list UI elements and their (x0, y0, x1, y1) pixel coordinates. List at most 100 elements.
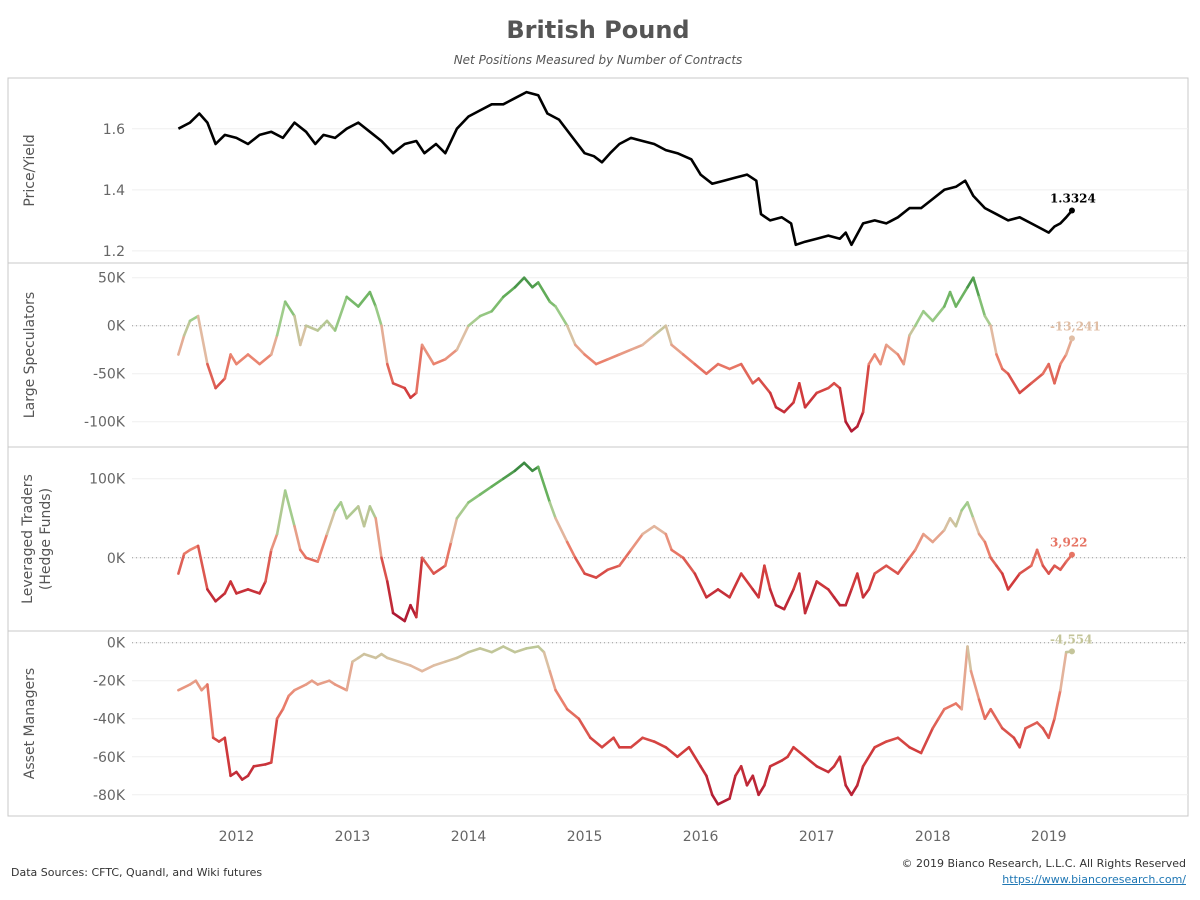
series-segment (522, 276, 534, 289)
series-segment (751, 774, 760, 797)
series-segment (513, 461, 526, 473)
series-segment (513, 276, 526, 289)
series-segment (432, 660, 447, 667)
series-segment (908, 745, 923, 755)
series-segment (391, 381, 407, 390)
series-segment (670, 343, 685, 356)
series-segment (275, 300, 287, 337)
series-segment (214, 377, 227, 390)
series-segment (652, 740, 668, 749)
series-segment (206, 362, 217, 390)
series-segment (983, 707, 993, 721)
series-segment (177, 333, 186, 356)
series-segment (420, 556, 436, 575)
series-segment (989, 707, 1004, 730)
series-segment (838, 386, 848, 424)
series-segment (455, 501, 470, 520)
series-segment (705, 588, 720, 599)
series-segment (455, 324, 470, 352)
series-segment (867, 572, 877, 591)
series-segment (333, 295, 349, 332)
y-tick-label: -40K (93, 712, 126, 728)
series-segment (728, 362, 743, 371)
series-segment (235, 353, 250, 366)
series-segment (223, 353, 232, 380)
series-segment (1006, 372, 1022, 395)
last-point-marker (1068, 551, 1075, 558)
series-segment (971, 516, 981, 536)
series-segment (235, 770, 244, 781)
x-tick-label: 2017 (799, 829, 835, 845)
series-segment (281, 694, 291, 711)
last-point-marker (1068, 335, 1075, 342)
series-segment (252, 763, 267, 768)
series-large-speculators (177, 276, 1074, 433)
series-segment (710, 793, 720, 806)
series-segment (196, 314, 209, 366)
series-segment (196, 544, 209, 591)
series-segment (728, 572, 743, 599)
x-tick-label: 2018 (915, 829, 951, 845)
series-segment (206, 683, 215, 740)
series-segment (467, 314, 482, 328)
y-tick-label: -20K (93, 674, 126, 690)
series-segment (432, 564, 447, 575)
series-segment (455, 650, 470, 660)
series-segment (333, 683, 349, 692)
series-segment (536, 465, 552, 504)
series-segment (763, 564, 772, 591)
series-segment (525, 645, 540, 650)
panel-border (7, 262, 1189, 448)
y-tick-label: 50K (98, 271, 126, 287)
series-segment (188, 314, 200, 323)
series-segment (815, 580, 830, 591)
series-segment (792, 572, 801, 591)
y-tick-label: 100K (89, 472, 126, 488)
x-tick-label: 2015 (567, 829, 603, 845)
series-segment (1047, 717, 1056, 740)
website-link[interactable]: https://www.biancoresearch.com/ (1002, 873, 1186, 886)
series-segment (573, 556, 586, 575)
y-axis-label: Large Speculators (22, 292, 38, 418)
series-segment (325, 508, 337, 536)
series-segment (908, 548, 917, 560)
series-segment (1030, 548, 1039, 568)
series-segment (380, 324, 389, 366)
series-segment (548, 501, 557, 520)
y-tick-label: 1.6 (103, 122, 125, 138)
series-segment (490, 477, 505, 488)
series-segment (385, 362, 395, 385)
series-segment (757, 564, 766, 599)
series-segment (1047, 362, 1056, 385)
series-segment (554, 688, 569, 711)
series-segment (345, 660, 354, 692)
series-segment (803, 755, 819, 768)
series-segment (954, 508, 964, 528)
series-segment (989, 324, 998, 356)
last-point-marker (1068, 207, 1075, 214)
series-segment (652, 524, 668, 536)
series-segment (339, 501, 349, 520)
series-segment (922, 532, 935, 544)
series-segment (960, 501, 969, 512)
series-segment (948, 290, 958, 308)
series-segment (681, 353, 697, 366)
series-segment (757, 377, 772, 395)
series-segment (177, 683, 192, 692)
series-segment (629, 736, 644, 749)
series-segment (1059, 650, 1068, 692)
series-segment (739, 362, 755, 385)
series-segment (919, 726, 935, 755)
series-segment (397, 660, 412, 667)
series-segment (565, 707, 581, 721)
series-segment (246, 588, 261, 595)
x-tick-label: 2019 (1031, 829, 1067, 845)
series-segment (1030, 372, 1045, 385)
series-segment (693, 362, 708, 376)
series-segment (995, 353, 1004, 371)
y-tick-label: -100K (84, 415, 126, 431)
series-segment (966, 645, 973, 673)
series-segment (391, 611, 407, 623)
series-line (177, 90, 1073, 247)
series-segment (345, 295, 360, 308)
